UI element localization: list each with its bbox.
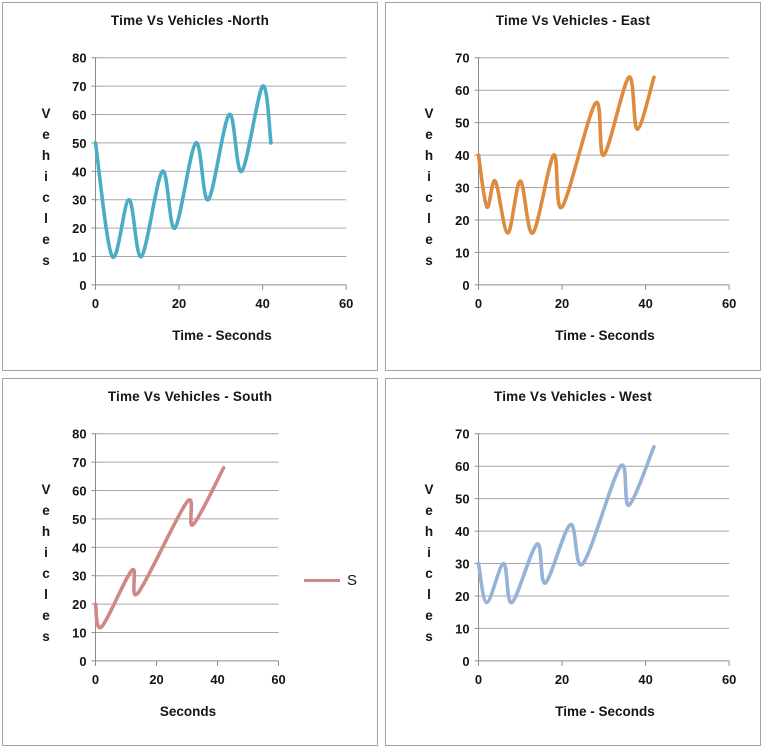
x-axis-title: Seconds [159,703,217,719]
svg-text:70: 70 [72,455,86,470]
chart-panel-south: Time Vs Vehicles - South V e h i c l e s… [2,377,378,746]
svg-text:50: 50 [72,136,86,151]
y-axis-title: V e h i c l e s [41,481,51,644]
svg-text:60: 60 [722,296,736,311]
svg-text:60: 60 [722,671,736,686]
chart-title-south: Time Vs Vehicles - South [107,388,273,404]
x-axis-title: Time - Seconds [172,328,272,343]
svg-text:70: 70 [455,426,469,441]
plot-area-north: 0 10 20 30 40 50 60 70 80 0 20 40 60 [72,51,353,311]
svg-text:20: 20 [455,213,469,228]
svg-text:0: 0 [92,671,99,686]
svg-text:20: 20 [555,671,569,686]
svg-text:0: 0 [462,278,469,293]
svg-text:60: 60 [455,83,469,98]
chart-panel-east: Time Vs Vehicles - East V e h i c l e s … [385,2,761,371]
svg-text:50: 50 [455,116,469,131]
svg-text:40: 40 [72,540,86,555]
svg-text:40: 40 [638,671,652,686]
chart-title-west: Time Vs Vehicles - West [494,388,652,404]
svg-text:30: 30 [455,556,469,571]
x-axis-title: Time - Seconds [555,328,655,343]
svg-text:40: 40 [638,296,652,311]
svg-text:80: 80 [72,51,86,66]
plot-area-east: 0 10 20 30 40 50 60 70 0 20 40 60 [455,51,736,311]
svg-text:0: 0 [79,278,86,293]
svg-text:70: 70 [455,51,469,66]
svg-text:30: 30 [72,193,86,208]
svg-text:40: 40 [455,524,469,539]
svg-text:60: 60 [271,671,285,686]
chart-title-east: Time Vs Vehicles - East [495,13,651,28]
legend-label: S [347,571,358,589]
x-axis-title: Time - Seconds [555,703,655,719]
chart-panel-north: Time Vs Vehicles -North V e h i c l e s … [2,2,378,371]
svg-text:20: 20 [455,588,469,603]
svg-text:0: 0 [475,671,482,686]
y-axis-title: V e h i c l e s [41,106,51,268]
svg-text:10: 10 [455,621,469,636]
plot-area-south: 0 10 20 30 40 50 60 70 80 0 20 40 60 [72,426,286,686]
svg-text:20: 20 [149,671,163,686]
svg-text:10: 10 [72,625,86,640]
svg-text:30: 30 [72,568,86,583]
svg-text:60: 60 [339,296,353,311]
svg-text:60: 60 [72,108,86,123]
svg-text:40: 40 [210,671,224,686]
chart-title-north: Time Vs Vehicles -North [110,13,270,28]
legend-line-swatch [304,578,340,582]
svg-text:20: 20 [555,296,569,311]
svg-text:40: 40 [72,164,86,179]
svg-text:50: 50 [455,491,469,506]
legend: S [304,572,357,589]
chart-panel-west: Time Vs Vehicles - West V e h i c l e s … [385,377,761,746]
svg-text:20: 20 [72,597,86,612]
svg-text:60: 60 [455,459,469,474]
svg-text:10: 10 [455,245,469,260]
svg-text:80: 80 [72,426,86,441]
y-axis-title: V e h i c l e s [424,106,434,268]
y-axis-title: V e h i c l e s [424,481,434,644]
svg-text:0: 0 [475,296,482,311]
svg-text:20: 20 [172,296,186,311]
svg-text:0: 0 [92,296,99,311]
svg-text:0: 0 [79,653,86,668]
svg-text:50: 50 [72,511,86,526]
svg-text:70: 70 [72,79,86,94]
svg-text:30: 30 [455,181,469,196]
svg-text:60: 60 [72,483,86,498]
svg-text:0: 0 [462,653,469,668]
svg-text:10: 10 [72,249,86,264]
svg-text:20: 20 [72,221,86,236]
svg-text:40: 40 [455,148,469,163]
svg-text:40: 40 [255,296,269,311]
plot-area-west: 0 10 20 30 40 50 60 70 0 20 40 60 [455,426,736,686]
